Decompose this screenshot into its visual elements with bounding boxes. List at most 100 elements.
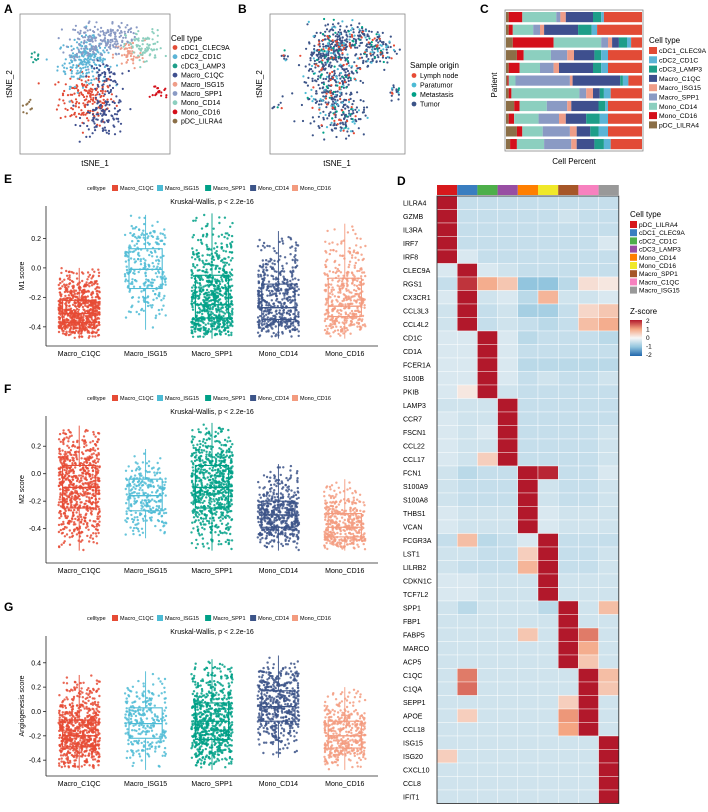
- heatmap-cell: [457, 506, 478, 521]
- tsne-a-point: [80, 62, 83, 65]
- jitter-point: [270, 258, 273, 261]
- tsne-b-point: [316, 78, 319, 81]
- heatmap-cell: [436, 546, 458, 561]
- tsne-b-point: [336, 90, 339, 93]
- tsne-a-point: [61, 92, 65, 95]
- tsne-b-point: [335, 77, 339, 80]
- tsne-a-point: [109, 88, 113, 92]
- tsne-b-point: [311, 79, 314, 83]
- bar-segment: [508, 113, 515, 124]
- tsne-a-point: [96, 28, 99, 31]
- heatmap-cell: [537, 776, 559, 791]
- tsne-b-point: [366, 33, 369, 36]
- tsne-a-point: [63, 102, 66, 105]
- tsne-b-point: [362, 133, 365, 136]
- jitter-point: [204, 323, 207, 326]
- jitter-point: [90, 302, 93, 305]
- tsne-a-point: [127, 28, 130, 32]
- tsne-a-point: [78, 58, 81, 61]
- tsne-a-point: [105, 108, 108, 111]
- tsne-b-point: [381, 56, 384, 59]
- jitter-point: [91, 326, 95, 329]
- jitter-point: [195, 216, 198, 220]
- jitter-point: [192, 294, 196, 297]
- bar-segment: [516, 126, 523, 137]
- jitter-point: [211, 307, 214, 311]
- jitter-point: [325, 332, 328, 335]
- jitter-point: [79, 303, 82, 307]
- jitter-point: [84, 315, 88, 318]
- tsne-a-point: [107, 29, 110, 32]
- bar-segment: [571, 100, 599, 112]
- jitter-point: [282, 320, 286, 323]
- tsne-a-point: [165, 96, 168, 99]
- jitter-point: [190, 331, 193, 335]
- jitter-point: [358, 283, 361, 287]
- tsne-b-point: [334, 31, 337, 34]
- tsne-a-point: [72, 64, 75, 67]
- heatmap-gene-label: GZMB: [403, 214, 424, 221]
- bar-segment: [538, 113, 559, 124]
- tsne-a-point: [83, 83, 86, 86]
- jitter-point: [57, 330, 61, 334]
- tsne-a-point: [151, 28, 154, 31]
- heatmap-cell: [457, 357, 478, 372]
- tsne-b-point: [349, 91, 353, 94]
- jitter-point: [163, 294, 166, 298]
- tsne-b-point: [368, 46, 371, 49]
- heatmap-cell: [436, 452, 458, 467]
- heatmap-cell: [537, 546, 559, 561]
- heatmap-cell: [558, 600, 579, 615]
- x-tick-label: Mono_CD14: [259, 351, 298, 358]
- tsne-a-point: [98, 124, 101, 127]
- tsne-a-point: [111, 44, 115, 47]
- heatmap-cell: [457, 776, 478, 791]
- jitter-point: [258, 319, 261, 322]
- jitter-point: [217, 308, 221, 312]
- tsne-b-point: [355, 53, 358, 56]
- tsne-b-point: [341, 56, 344, 59]
- tsne-b-point: [349, 35, 352, 38]
- heatmap-cell: [558, 573, 579, 588]
- tsne-a-point: [84, 34, 88, 37]
- heatmap-cell: [578, 668, 599, 683]
- tsne-a-point: [73, 58, 76, 61]
- heatmap-cell: [497, 276, 519, 291]
- tsne-a-point: [107, 67, 110, 71]
- tsne-b-point: [351, 27, 354, 30]
- jitter-point: [231, 324, 234, 328]
- tsne-b-point: [339, 63, 342, 66]
- tsne-b-point: [317, 115, 320, 118]
- tsne-b-point: [370, 41, 373, 44]
- jitter-point: [263, 273, 267, 276]
- heatmap-cell: [436, 641, 458, 656]
- tsne-a-point: [122, 45, 125, 48]
- jitter-point: [146, 304, 150, 308]
- tsne-b-point: [378, 37, 381, 40]
- tsne-b-point: [390, 57, 393, 60]
- tsne-a-point: [104, 90, 107, 93]
- heatmap-cell: [457, 641, 478, 656]
- tsne-b-point: [318, 99, 321, 103]
- tsne-a-point: [114, 52, 117, 55]
- heatmap-cell: [598, 735, 619, 750]
- tsne-a-point: [30, 52, 33, 55]
- tsne-b-point: [347, 30, 350, 33]
- jitter-point: [224, 292, 228, 295]
- heatmap-cell: [497, 222, 519, 237]
- jitter-point: [208, 254, 211, 257]
- tsne-a-point: [93, 114, 96, 118]
- jitter-point: [129, 257, 133, 260]
- jitter-point: [72, 313, 76, 317]
- jitter-point: [96, 304, 99, 307]
- box-panels: celltype Macro_C1QC Macro_ISG15 Macro_SPP1 M…: [19, 185, 378, 788]
- heatmap-cell: [497, 654, 519, 669]
- tsne-b-point: [322, 83, 326, 86]
- heatmap-cell: [477, 668, 498, 683]
- jitter-point: [190, 326, 193, 329]
- jitter-point: [216, 305, 220, 308]
- tsne-b-point: [319, 112, 322, 115]
- tsne-a-point: [62, 51, 65, 54]
- tsne-b-point: [338, 32, 341, 36]
- heatmap-cell: [598, 789, 619, 804]
